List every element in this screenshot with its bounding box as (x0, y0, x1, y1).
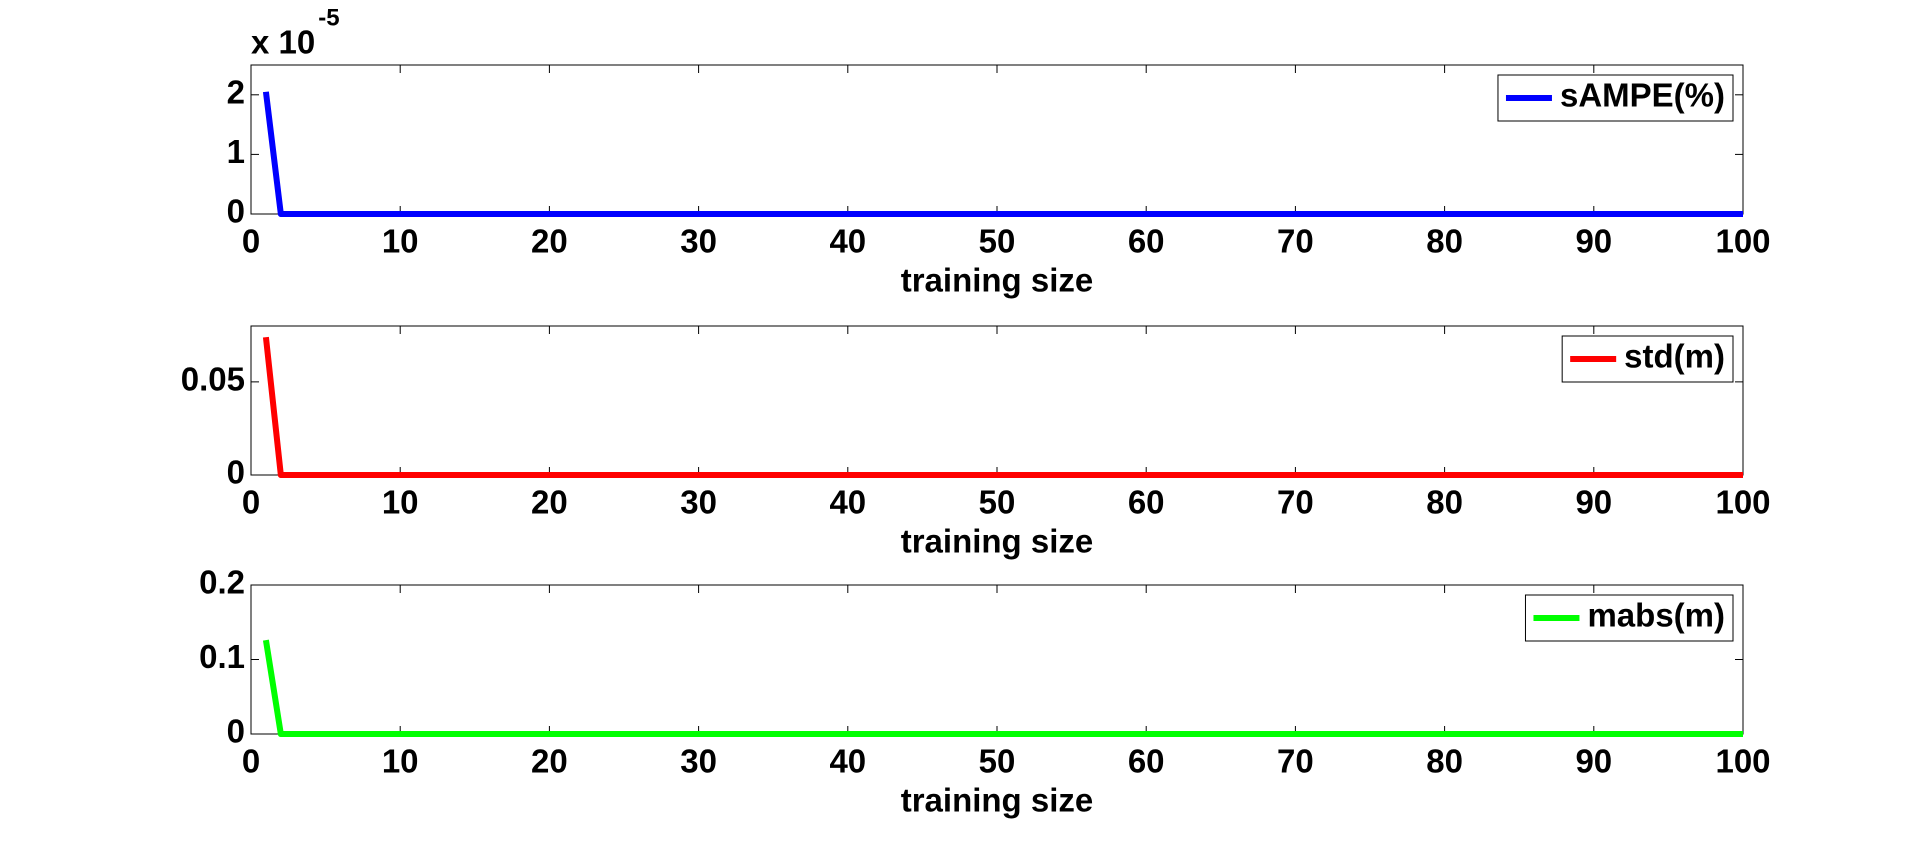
x-tick-label: 50 (979, 743, 1016, 780)
y-multiplier-exponent: -5 (318, 4, 339, 31)
legend-label: std(m) (1624, 338, 1725, 375)
x-axis-label: training size (901, 262, 1094, 299)
y-tick-label: 0 (227, 193, 245, 230)
x-tick-label: 70 (1277, 484, 1314, 521)
x-tick-label: 20 (531, 223, 568, 260)
x-tick-label: 10 (382, 743, 419, 780)
y-tick-label: 0.1 (199, 638, 245, 675)
x-tick-label: 10 (382, 223, 419, 260)
x-tick-label: 30 (680, 743, 717, 780)
y-tick-label: 0 (227, 713, 245, 750)
x-tick-label: 20 (531, 484, 568, 521)
legend-label: mabs(m) (1587, 597, 1725, 634)
x-tick-label: 90 (1575, 484, 1612, 521)
y-multiplier: x 10 (251, 24, 315, 61)
data-line (262, 639, 1743, 737)
x-tick-label: 80 (1426, 223, 1463, 260)
x-tick-label: 70 (1277, 223, 1314, 260)
y-tick-label: 2 (227, 74, 245, 111)
y-tick-label: 0 (227, 454, 245, 491)
x-tick-label: 10 (382, 484, 419, 521)
x-tick-label: 0 (242, 743, 260, 780)
x-tick-label: 20 (531, 743, 568, 780)
data-line (262, 91, 1743, 217)
x-tick-label: 30 (680, 484, 717, 521)
x-tick-label: 60 (1128, 223, 1165, 260)
x-tick-label: 90 (1575, 223, 1612, 260)
x-tick-label: 90 (1575, 743, 1612, 780)
x-tick-label: 60 (1128, 743, 1165, 780)
x-axis-label: training size (901, 782, 1094, 819)
legend: sAMPE(%) (1497, 74, 1734, 122)
x-tick-label: 0 (242, 484, 260, 521)
x-tick-label: 40 (829, 484, 866, 521)
x-tick-label: 0 (242, 223, 260, 260)
x-tick-label: 40 (829, 223, 866, 260)
y-tick-label: 0.2 (199, 564, 245, 601)
x-tick-label: 30 (680, 223, 717, 260)
x-tick-label: 100 (1715, 743, 1770, 780)
legend: mabs(m) (1524, 594, 1734, 642)
x-tick-label: 80 (1426, 484, 1463, 521)
x-tick-label: 50 (979, 484, 1016, 521)
x-tick-label: 100 (1715, 223, 1770, 260)
x-tick-label: 80 (1426, 743, 1463, 780)
x-tick-label: 100 (1715, 484, 1770, 521)
y-tick-label: 0.05 (181, 361, 245, 398)
y-tick-label: 1 (227, 133, 245, 170)
plot-area (250, 64, 1744, 215)
x-tick-label: 70 (1277, 743, 1314, 780)
data-line (262, 336, 1743, 478)
legend-label: sAMPE(%) (1560, 77, 1725, 114)
x-tick-label: 50 (979, 223, 1016, 260)
plot-area (250, 584, 1744, 735)
plot-area (250, 325, 1744, 476)
x-axis-label: training size (901, 523, 1094, 560)
legend: std(m) (1561, 335, 1734, 383)
x-tick-label: 60 (1128, 484, 1165, 521)
x-tick-label: 40 (829, 743, 866, 780)
